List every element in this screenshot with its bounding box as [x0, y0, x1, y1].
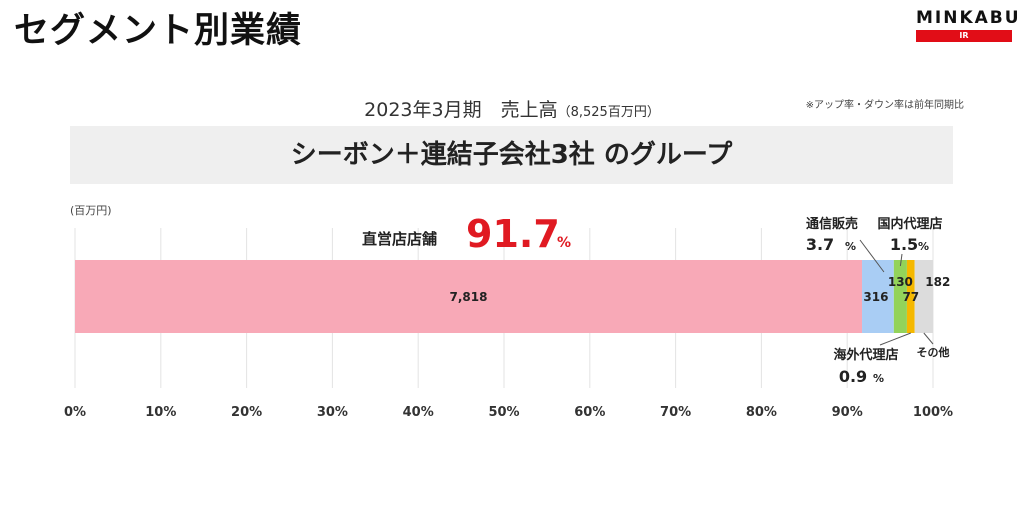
leader-line-other	[923, 332, 934, 345]
series-name-mail-order: 通信販売	[806, 216, 858, 232]
percent-sign-domestic-agents: %	[918, 240, 929, 253]
unit-label: (百万円)	[70, 204, 112, 217]
page-title: セグメント別業績	[14, 11, 303, 51]
data-label-mail-order: 316	[863, 290, 888, 304]
period-label: 2023年3月期 売上高	[364, 99, 558, 121]
data-label-domestic-agents: 130	[888, 275, 913, 289]
percent-sign-overseas-agents: %	[873, 372, 884, 385]
percent-sign-direct-stores: %	[557, 235, 571, 251]
bar-segment-4	[906, 260, 915, 333]
x-tick-label: 100%	[913, 405, 953, 420]
brand-name: MINKABU	[916, 8, 1021, 28]
leader-line-mail-order	[859, 239, 885, 273]
share-overseas-agents: 0.9	[839, 367, 867, 386]
x-tick-label: 50%	[488, 405, 519, 420]
data-label-direct-stores: 7,818	[450, 290, 488, 304]
minkabu-logo: MINKABU IR	[916, 8, 1021, 42]
bar-segment-2	[862, 260, 894, 333]
chart-title: 2023年3月期 売上高（8,525百万円）	[0, 95, 1024, 122]
data-label-other: 182	[925, 275, 950, 289]
footnote: ※アップ率・ダウン率は前年同期比	[805, 100, 964, 111]
leader-line-domestic-agents	[899, 253, 903, 267]
bar-segment-5	[914, 260, 933, 333]
x-tick-label: 0%	[64, 405, 86, 420]
series-name-other: その他	[917, 345, 950, 359]
x-tick-label: 80%	[746, 405, 777, 420]
x-tick-label: 90%	[832, 405, 863, 420]
percent-sign-mail-order: %	[845, 240, 856, 253]
x-tick-label: 60%	[574, 405, 605, 420]
bar-segment-1	[75, 260, 863, 333]
x-tick-label: 10%	[145, 405, 176, 420]
series-name-overseas-agents: 海外代理店	[833, 347, 898, 363]
x-tick-label: 30%	[317, 405, 348, 420]
series-name-domestic-agents: 国内代理店	[877, 216, 942, 232]
brand-ir-bar: IR	[916, 30, 1012, 42]
x-tick-label: 40%	[403, 405, 434, 420]
total-label: （8,525百万円）	[557, 105, 660, 120]
bar-segment-3	[893, 260, 907, 333]
group-banner: シーボン＋連結子会社3社 のグループ	[70, 126, 953, 184]
leader-line-overseas-agents	[879, 332, 911, 346]
data-label-overseas-agents: 77	[902, 290, 919, 304]
x-tick-label: 70%	[660, 405, 691, 420]
share-direct-stores: 91.7	[466, 212, 560, 256]
share-domestic-agents: 1.5	[890, 235, 918, 254]
share-mail-order: 3.7	[806, 235, 834, 254]
x-tick-label: 20%	[231, 405, 262, 420]
series-name-direct-stores: 直営店店舗	[362, 230, 437, 248]
